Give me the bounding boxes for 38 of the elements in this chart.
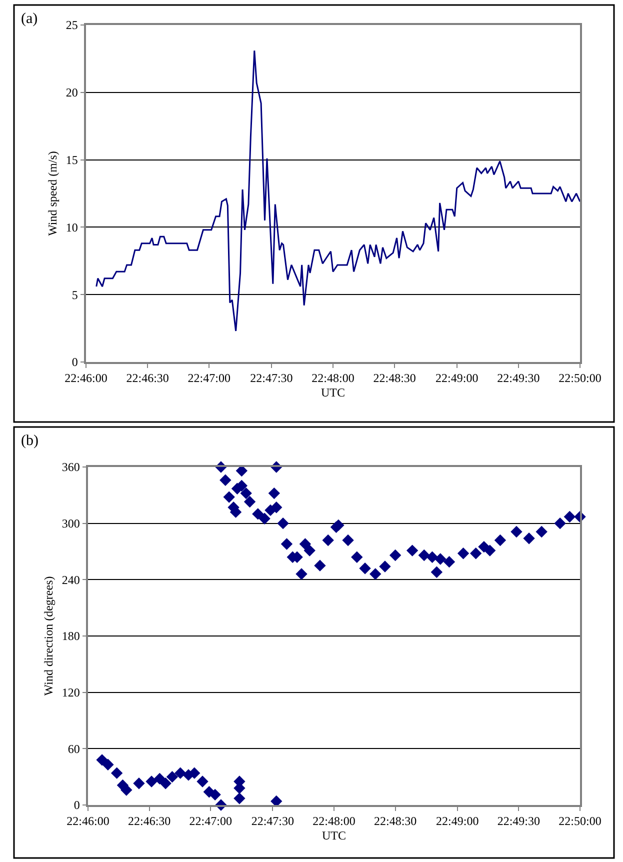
x-tick-label: 22:50:00 xyxy=(558,814,602,828)
x-tick-label: 22:46:30 xyxy=(128,814,171,828)
text: (b) xyxy=(21,433,38,449)
y-tick-label: 10 xyxy=(66,220,78,234)
y-axis-title: Wind direction (degrees) xyxy=(42,576,56,696)
x-tick-label: 22:50:00 xyxy=(558,371,602,386)
x-tick-label: 22:47:00 xyxy=(188,371,230,386)
y-tick-label: 120 xyxy=(62,686,80,700)
x-tick-label: 22:46:00 xyxy=(64,371,108,386)
x-tick-label: 22:48:30 xyxy=(373,371,416,386)
x-tick-label: 22:48:00 xyxy=(312,814,356,828)
y-tick-label: 300 xyxy=(62,516,80,531)
y-axis-title: Wind speed (m/s) xyxy=(46,151,60,236)
x-axis-title: UTC xyxy=(321,386,345,400)
x-tick-label: 22:49:30 xyxy=(497,814,540,828)
y-tick-label: 25 xyxy=(66,18,78,32)
x-tick-label: 22:47:30 xyxy=(251,814,294,828)
x-tick-label: 22:47:00 xyxy=(189,814,232,828)
y-tick-label: 20 xyxy=(66,86,78,100)
y-tick-label: 60 xyxy=(68,742,80,756)
x-tick-label: 22:47:30 xyxy=(250,371,293,386)
line-series xyxy=(96,50,580,332)
x-axis-title: UTC xyxy=(322,828,346,843)
y-tick-label: 0 xyxy=(72,355,78,370)
y-tick-label: 15 xyxy=(66,153,78,167)
x-tick-label: 22:49:00 xyxy=(436,371,478,386)
y-tick-label: 240 xyxy=(62,572,80,587)
text: (a) xyxy=(21,11,38,27)
x-tick-label: 22:46:30 xyxy=(126,371,169,386)
x-tick-label: 22:46:00 xyxy=(66,814,110,828)
y-tick-label: 180 xyxy=(62,629,80,644)
y-tick-label: 5 xyxy=(72,288,78,302)
x-tick-label: 22:49:00 xyxy=(436,814,479,828)
x-tick-label: 22:48:00 xyxy=(312,371,354,386)
y-tick-label: 0 xyxy=(74,798,80,812)
x-tick-label: 22:48:30 xyxy=(374,814,417,828)
y-tick-label: 360 xyxy=(62,460,80,474)
x-tick-label: 22:49:30 xyxy=(497,371,540,386)
